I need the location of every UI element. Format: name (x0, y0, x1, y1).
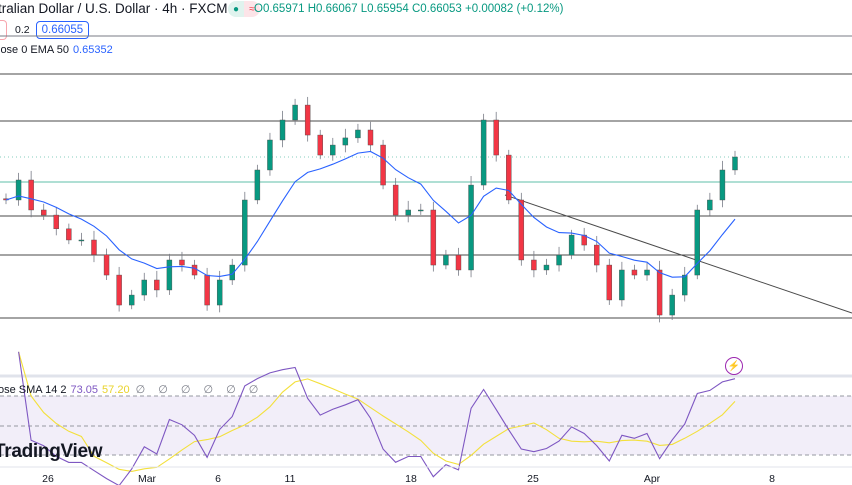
data-delay-icon: ≈ (244, 1, 260, 17)
candle-body (518, 199, 525, 261)
x-axis-label: 8 (769, 473, 775, 485)
candle-body (631, 269, 638, 276)
x-axis-label: Apr (643, 473, 661, 485)
rsi-line (18, 351, 736, 485)
candle-body (116, 274, 122, 306)
x-axis-label: 18 (405, 473, 417, 485)
candle-body (317, 134, 323, 156)
candle-body (191, 264, 198, 276)
candle-body (480, 119, 487, 186)
candle-body (128, 294, 135, 306)
buy-button[interactable]: 0.66055 (35, 21, 90, 39)
candle-body (644, 269, 650, 276)
candle-body (732, 156, 738, 171)
candle-body (493, 119, 499, 156)
candle-body (707, 199, 713, 211)
trend-line (504, 194, 852, 314)
candles (3, 96, 738, 323)
x-axis-label: 26 (42, 473, 54, 485)
candle-body (619, 269, 625, 301)
market-open-icon: ● (228, 1, 244, 17)
ema-value: 0.65352 (72, 44, 113, 56)
candle-body (28, 179, 34, 211)
x-axis-label: 25 (527, 473, 539, 485)
candle-body (66, 228, 72, 241)
candle-body (656, 269, 663, 316)
candle-body (468, 184, 474, 271)
candle-body (330, 144, 336, 156)
rsi-extra-values: ∅ ∅ ∅ ∅ ∅ ∅ (135, 384, 264, 396)
candle-body (91, 239, 97, 255)
candle-body (594, 244, 600, 266)
candle-body (166, 259, 173, 291)
candle-body (242, 199, 248, 266)
candle-body (669, 294, 675, 316)
ema-legend[interactable]: lose 0 EMA 50 0.65352 (0, 44, 113, 56)
x-axis-label: 6 (215, 473, 221, 485)
spread-value: 0.2 (15, 24, 30, 36)
candle-body (292, 104, 298, 121)
candle-body (267, 139, 273, 171)
rsi-label: ose SMA 14 2 (0, 384, 67, 396)
rsi-sma-value: 57.20 (102, 384, 130, 396)
candle-body (53, 214, 59, 230)
candle-body (568, 234, 575, 256)
candle-body (41, 209, 47, 216)
symbol-title[interactable]: tralian Dollar / U.S. Dollar · 4h · FXCM (0, 1, 228, 16)
ohlc-values: O0.65971 H0.66067 L0.65954 C0.66053 +0.0… (254, 3, 564, 15)
status-indicators[interactable]: ● ≈ (228, 1, 260, 17)
candle-body (694, 209, 700, 276)
candle-body (254, 169, 261, 201)
candle-body (216, 279, 223, 306)
trade-buttons: 0.2 0.66055 (0, 20, 90, 40)
candle-body (443, 254, 449, 266)
candle-body (367, 129, 374, 146)
candle-body (682, 274, 688, 296)
rsi-legend[interactable]: ose SMA 14 2 73.05 57.20 ∅ ∅ ∅ ∅ ∅ ∅ (0, 383, 263, 396)
x-axis-label: 11 (284, 473, 296, 485)
candle-body (15, 179, 22, 201)
candle-body (204, 274, 210, 306)
candle-body (606, 264, 613, 301)
rsi-value: 73.05 (70, 384, 99, 396)
x-axis-label: Mar (137, 473, 157, 485)
ema-line (5, 150, 736, 278)
candle-body (556, 254, 562, 266)
candle-body (405, 209, 411, 216)
candle-body (455, 254, 462, 271)
candle-body (229, 264, 235, 281)
candle-body (342, 137, 349, 146)
candle-body (543, 264, 550, 271)
candle-body (531, 259, 537, 271)
candle-body (154, 279, 160, 291)
candle-body (380, 144, 386, 186)
candle-body (418, 209, 424, 212)
candle-body (430, 209, 437, 266)
candle-body (392, 184, 399, 216)
candle-body (355, 129, 361, 139)
tradingview-logo[interactable]: TradingView (0, 441, 103, 462)
lightning-icon[interactable]: ⚡ (725, 357, 743, 375)
candle-body (78, 239, 85, 242)
candle-body (506, 154, 512, 201)
candle-body (304, 104, 311, 136)
candle-body (179, 259, 185, 266)
candle-body (279, 119, 286, 141)
ema-label: lose 0 EMA 50 (0, 44, 69, 56)
candle-body (141, 279, 147, 296)
candle-body (719, 169, 726, 201)
sell-button[interactable] (0, 20, 7, 40)
rsi-sma-line (18, 351, 736, 472)
candle-body (103, 254, 110, 276)
